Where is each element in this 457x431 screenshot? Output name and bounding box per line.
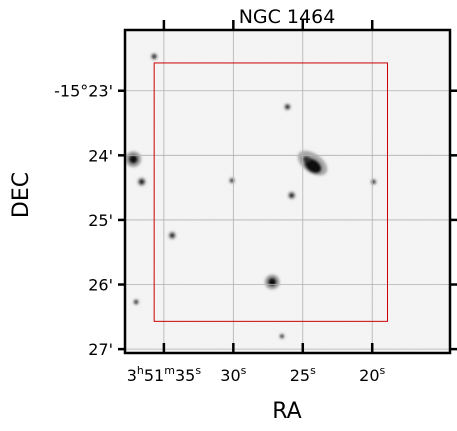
star-small-1 (137, 177, 146, 187)
y-tick-label: 24' (88, 146, 113, 165)
axis-ticks (118, 20, 457, 353)
star-small-8 (208, 20, 214, 26)
sky-image (125, 20, 450, 353)
y-tick-label: 27' (88, 340, 113, 359)
plot-frame (123, 28, 452, 355)
star-small-7 (370, 178, 377, 185)
star-left-edge (125, 151, 142, 167)
x-axis-title: RA (272, 399, 301, 424)
star-small-5 (150, 53, 158, 60)
star-small-9 (133, 299, 139, 305)
y-tick-label: 25' (88, 211, 113, 230)
y-tick-label: 26' (88, 276, 113, 295)
y-axis-title: DEC (9, 172, 34, 218)
x-tick-label: 25s (290, 364, 316, 385)
footprint-box (153, 62, 388, 322)
x-tick-label: 3h51m35s (127, 364, 202, 385)
star-small-3 (287, 191, 296, 200)
axis-tick-labels: 3h51m35s 30s 25s 20s -15°23' 24' 25' 26' 27' (54, 82, 385, 385)
galaxy-ngc1464 (297, 150, 328, 176)
star-small-4 (284, 103, 291, 111)
chart-title: NGC 1464 (239, 6, 336, 28)
star-small-10 (279, 333, 285, 339)
grid-lines (125, 30, 450, 353)
star-bottom (264, 274, 280, 290)
star-small-2 (168, 231, 176, 240)
x-tick-label: 30s (220, 364, 246, 385)
y-tick-label: -15°23' (54, 82, 113, 101)
x-tick-label: 20s (359, 364, 385, 385)
star-small-6 (229, 177, 235, 184)
